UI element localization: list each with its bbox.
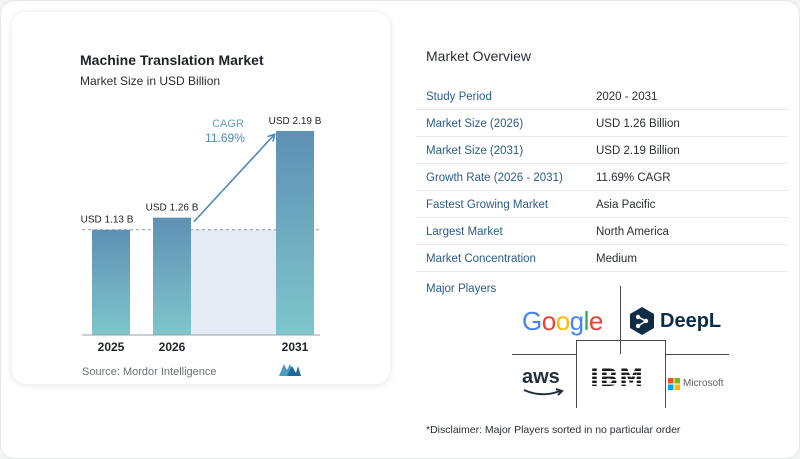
mordor-logo-icon	[279, 364, 301, 376]
overview-label: Largest Market	[426, 226, 503, 238]
overview-row-market-size-2031: Market Size (2031) USD 2.19 Billion	[416, 138, 788, 164]
bar-chart: USD 1.13 B 2025 USD 1.26 B 2026 USD 2.19 B 20…	[81, 116, 322, 354]
overview-label: Fastest Growing Market	[426, 199, 549, 211]
bar-value-label-2026: USD 1.26 B	[146, 203, 199, 214]
major-players-title: Major Players	[426, 283, 497, 295]
microsoft-logo: Microsoft	[668, 377, 730, 391]
overview-label: Study Period	[426, 91, 492, 103]
overview-row-market-size-2026: Market Size (2026) USD 1.26 Billion	[416, 111, 788, 137]
cagr-label: CAGR	[212, 118, 244, 130]
overview-value: USD 2.19 Billion	[596, 145, 680, 157]
aws-logo: aws	[522, 366, 568, 400]
market-overview-title: Market Overview	[426, 48, 532, 64]
cagr-arrow	[193, 135, 274, 223]
overview-value: 2020 - 2031	[596, 91, 658, 103]
overview-value: Asia Pacific	[596, 199, 656, 211]
players-divider	[576, 340, 665, 341]
ibm-stripes-icon	[590, 371, 652, 385]
bar-2025	[92, 229, 130, 335]
overview-row-study-period: Study Period 2020 - 2031	[416, 84, 788, 110]
overview-value: North America	[596, 226, 669, 238]
source-text: Source: Mordor Intelligence	[82, 366, 217, 378]
overview-label: Market Size (2031)	[426, 145, 524, 157]
google-logo-icon: Google	[522, 306, 603, 336]
aws-wordmark: aws	[522, 366, 560, 388]
x-tick-label-2026: 2026	[159, 340, 186, 354]
overview-row-fastest-growing: Fastest Growing Market Asia Pacific	[416, 192, 788, 218]
overview-value: 11.69% CAGR	[596, 172, 671, 184]
deepl-wordmark: DeepL	[660, 310, 722, 332]
microsoft-squares-icon	[668, 378, 680, 390]
players-divider	[665, 340, 666, 408]
microsoft-wordmark: Microsoft	[683, 378, 724, 389]
overview-value: Medium	[596, 253, 637, 265]
players-divider	[665, 354, 729, 355]
bar-value-label-2025: USD 1.13 B	[81, 215, 134, 226]
players-divider	[620, 286, 621, 354]
chart-subtitle: Market Size in USD Billion	[80, 74, 221, 88]
bar-2026	[153, 217, 191, 335]
disclaimer-text: *Disclaimer: Major Players sorted in no …	[426, 424, 681, 436]
players-divider	[576, 340, 577, 408]
x-tick-label-2025: 2025	[98, 340, 125, 354]
overview-value: USD 1.26 Billion	[596, 118, 680, 130]
overview-row-largest-market: Largest Market North America	[416, 219, 788, 245]
overview-label: Growth Rate (2026 - 2031)	[426, 172, 563, 184]
deepl-icon	[630, 307, 654, 335]
chart-title: Machine Translation Market	[80, 52, 264, 68]
overview-label: Market Size (2026)	[426, 118, 524, 130]
overview-label: Market Concentration	[426, 253, 536, 265]
forecast-shade	[191, 229, 276, 335]
bar-2031	[276, 131, 314, 335]
players-divider	[512, 354, 576, 355]
aws-smile-icon	[523, 388, 564, 396]
overview-row-growth-rate: Growth Rate (2026 - 2031) 11.69% CAGR	[416, 165, 788, 191]
x-tick-label-2031: 2031	[282, 340, 309, 354]
cagr-value: 11.69%	[205, 131, 245, 145]
deepl-logo: DeepL	[628, 306, 728, 338]
ibm-logo: IBM	[590, 364, 652, 392]
overview-row-market-concentration: Market Concentration Medium	[416, 246, 788, 272]
bar-value-label-2031: USD 2.19 B	[269, 116, 322, 127]
ibm-wordmark: IBM	[590, 364, 645, 392]
